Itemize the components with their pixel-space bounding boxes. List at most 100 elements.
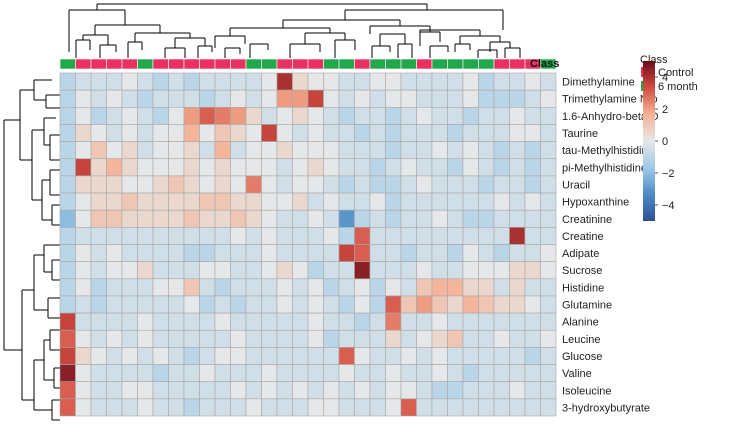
heatmap-cell [292, 192, 309, 211]
heatmap-cell [493, 227, 510, 245]
heatmap-cell [137, 175, 154, 194]
heatmap-cell [478, 89, 495, 108]
heatmap-cell [137, 364, 154, 382]
heatmap-cell [431, 72, 448, 91]
heatmap-cell [168, 261, 185, 280]
heatmap-cell [431, 398, 448, 417]
heatmap-cell [369, 312, 386, 331]
heatmap-cell [230, 107, 247, 125]
heatmap-cell [416, 381, 433, 400]
heatmap-cells [59, 72, 557, 417]
heatmap-cell [354, 89, 371, 108]
colorbar-gradient [643, 61, 655, 221]
heatmap-cell [307, 89, 324, 108]
heatmap-cell [354, 329, 371, 348]
row-label: tau-Methylhistidin [562, 145, 648, 157]
heatmap-cell [385, 244, 402, 262]
heatmap-cell [214, 192, 231, 211]
heatmap-cell [493, 175, 510, 194]
heatmap-cell [168, 278, 185, 297]
heatmap-cell [307, 158, 324, 177]
heatmap-cell [524, 227, 541, 245]
heatmap-cell [183, 261, 200, 280]
heatmap-cell [261, 329, 278, 348]
heatmap-cell [509, 158, 526, 177]
heatmap-cell [493, 312, 510, 331]
heatmap-cell [493, 158, 510, 177]
heatmap-cell [245, 329, 262, 348]
heatmap-cell [292, 209, 309, 228]
class-cell [230, 58, 247, 70]
heatmap-cell [245, 227, 262, 245]
heatmap-cell [106, 329, 123, 348]
heatmap-cell [183, 312, 200, 331]
heatmap-cell [524, 381, 541, 400]
heatmap-cell [106, 141, 123, 160]
heatmap-cell [400, 72, 417, 91]
heatmap-cell [416, 227, 433, 245]
heatmap-cell [183, 381, 200, 400]
heatmap-cell [478, 124, 495, 142]
heatmap-cell [214, 158, 231, 177]
heatmap-cell [59, 209, 76, 228]
heatmap-cell [400, 261, 417, 280]
heatmap-cell [199, 209, 216, 228]
heatmap-cell [323, 312, 340, 331]
heatmap-cell [183, 72, 200, 91]
heatmap-cell [493, 244, 510, 262]
heatmap-cell [121, 141, 138, 160]
heatmap-cell [168, 89, 185, 108]
heatmap-cell [323, 398, 340, 417]
heatmap-cell [354, 141, 371, 160]
heatmap-cell [478, 141, 495, 160]
heatmap-cell [261, 175, 278, 194]
heatmap-cell [540, 398, 557, 417]
heatmap-cell [121, 227, 138, 245]
heatmap-cell [199, 175, 216, 194]
heatmap-cell [261, 192, 278, 211]
heatmap-cell [385, 124, 402, 142]
heatmap-cell [152, 381, 169, 400]
colorbar-tick-label: −4 [662, 200, 675, 212]
heatmap-cell [509, 89, 526, 108]
heatmap-cell [106, 175, 123, 194]
row-label: Glucose [562, 351, 602, 363]
heatmap-cell [493, 192, 510, 211]
heatmap-cell [292, 278, 309, 297]
heatmap-cell [478, 364, 495, 382]
class-annotation-label: Class [530, 58, 559, 70]
heatmap-cell [385, 278, 402, 297]
heatmap-cell [493, 141, 510, 160]
row-label: Hypoxanthine [562, 197, 629, 209]
heatmap-cell [431, 312, 448, 331]
heatmap-cell [338, 72, 355, 91]
row-label: Creatine [562, 231, 604, 243]
heatmap-cell [524, 329, 541, 348]
heatmap-cell [354, 209, 371, 228]
heatmap-cell [214, 175, 231, 194]
row-dendrogram [3, 79, 60, 421]
heatmap-cell [199, 295, 216, 314]
heatmap-cell [214, 278, 231, 297]
heatmap-cell [183, 158, 200, 177]
class-annotation-bar [59, 58, 557, 70]
heatmap-cell [369, 209, 386, 228]
heatmap-cell [400, 107, 417, 125]
heatmap-cell [369, 398, 386, 417]
row-label: Dimethylamine [562, 77, 635, 89]
heatmap-cell [369, 175, 386, 194]
heatmap-cell [183, 141, 200, 160]
heatmap-cell [416, 209, 433, 228]
heatmap-cell [137, 89, 154, 108]
heatmap-cell [540, 209, 557, 228]
heatmap-cell [199, 347, 216, 365]
heatmap-cell [540, 107, 557, 125]
heatmap-cell [276, 329, 293, 348]
heatmap-cell [137, 261, 154, 280]
heatmap-cell [106, 381, 123, 400]
colorbar-tick-label: 2 [662, 104, 668, 116]
heatmap-cell [292, 107, 309, 125]
heatmap-cell [385, 175, 402, 194]
heatmap-cell [59, 244, 76, 262]
heatmap-cell [323, 364, 340, 382]
